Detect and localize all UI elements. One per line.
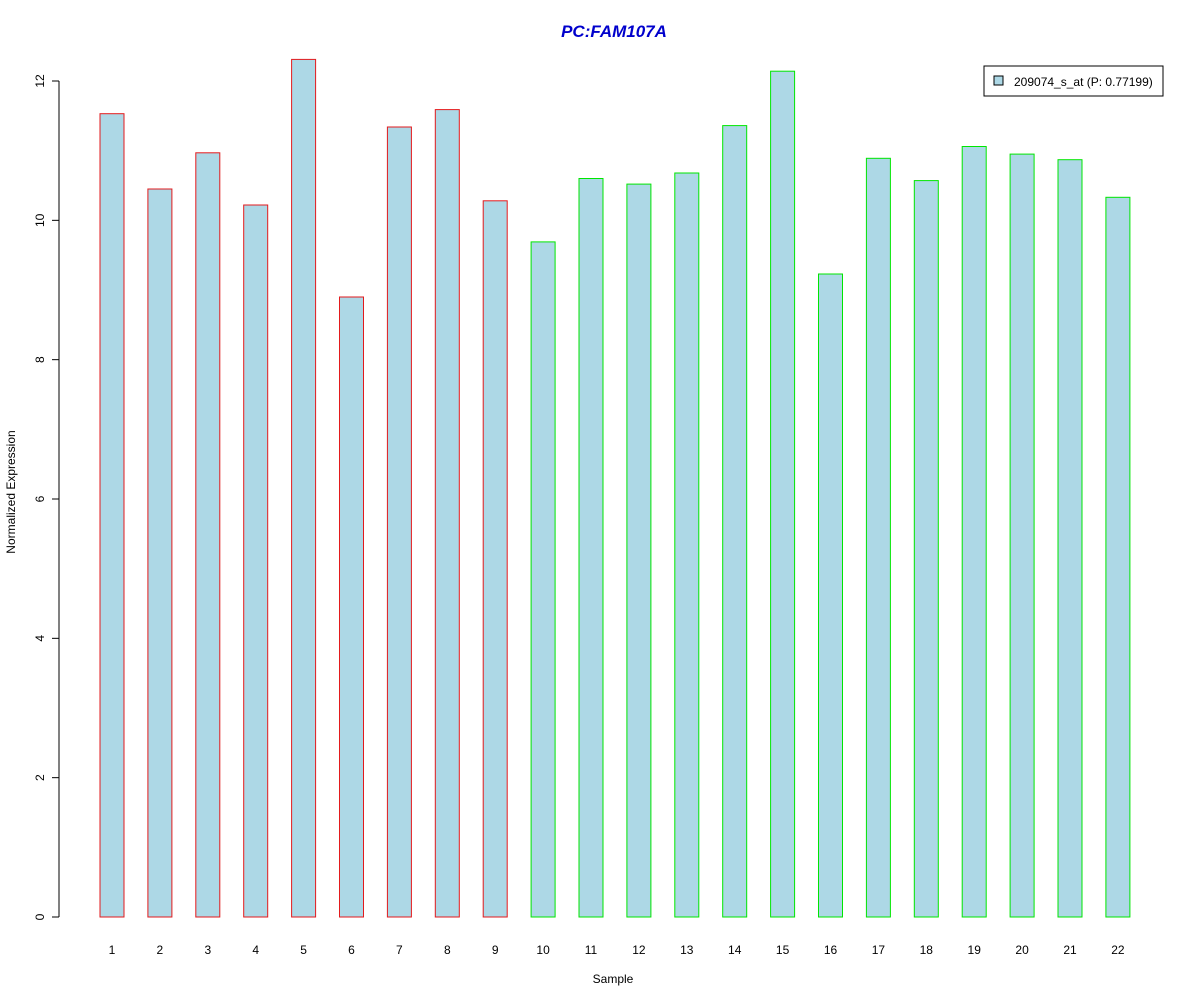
x-tick-label: 14: [728, 943, 742, 957]
bar-sample-22: [1105, 196, 1131, 918]
bar-sample-19: [961, 146, 987, 918]
x-tick-label: 5: [300, 943, 307, 957]
x-tick-label: 17: [872, 943, 886, 957]
bar-sample-15: [770, 70, 796, 918]
bar-sample-9: [482, 200, 508, 918]
bar-sample-12: [626, 183, 652, 918]
bar-sample-16: [818, 273, 843, 918]
bar-sample-2: [147, 188, 173, 918]
x-tick-label: 8: [444, 943, 451, 957]
y-tick-label: 6: [33, 495, 47, 502]
y-tick-label: 2: [33, 774, 47, 781]
bar-sample-1: [99, 113, 125, 918]
bar-sample-4: [243, 204, 269, 918]
bar-sample-14: [722, 125, 748, 918]
bar-sample-7: [386, 126, 412, 918]
x-tick-label: 4: [252, 943, 259, 957]
y-tick-label: 10: [33, 213, 47, 227]
bar-sample-13: [674, 172, 700, 918]
x-tick-label: 15: [776, 943, 790, 957]
x-tick-labels: 1 2 3 4 5 6 7 8 9 10 11 12 13 14 15 16 17 18 19 20 21 22: [109, 943, 1125, 957]
x-tick-label: 7: [396, 943, 403, 957]
x-tick-label: 6: [348, 943, 355, 957]
y-tick-label: 12: [33, 74, 47, 88]
legend-swatch: [993, 75, 1004, 86]
x-tick-label: 9: [492, 943, 499, 957]
x-tick-label: 18: [920, 943, 934, 957]
x-axis-title: Sample: [593, 972, 634, 986]
chart-title: PC:FAM107A: [561, 22, 667, 41]
x-tick-label: 2: [157, 943, 164, 957]
bar-sample-10: [530, 241, 556, 918]
bar-sample-18: [913, 180, 939, 918]
x-tick-label: 13: [680, 943, 694, 957]
bar-sample-11: [578, 178, 604, 918]
y-tick-label: 4: [33, 635, 47, 642]
x-tick-label: 3: [204, 943, 211, 957]
bar-sample-3: [195, 152, 221, 918]
bars: [99, 58, 1131, 918]
legend-label: 209074_s_at (P: 0.77199): [1014, 75, 1153, 89]
legend: 209074_s_at (P: 0.77199): [983, 65, 1164, 97]
bar-sample-20: [1009, 153, 1035, 918]
x-tick-label: 19: [968, 943, 982, 957]
x-tick-label: 16: [824, 943, 838, 957]
bar-sample-21: [1057, 159, 1083, 918]
bar-sample-8: [434, 109, 460, 918]
y-tick-label: 8: [33, 356, 47, 363]
y-tick-label: 0: [33, 913, 47, 920]
x-tick-label: 20: [1015, 943, 1029, 957]
y-axis-title: Normalized Expression: [4, 430, 18, 553]
x-tick-label: 22: [1111, 943, 1125, 957]
x-tick-label: 12: [632, 943, 646, 957]
bar-sample-6: [339, 296, 364, 918]
bar-sample-5: [291, 58, 317, 918]
y-axis: 0 2 4 6 8 10 12: [33, 74, 60, 920]
legend-box: [983, 65, 1164, 97]
x-tick-label: 10: [536, 943, 550, 957]
x-tick-label: 11: [585, 943, 598, 957]
bar-sample-17: [865, 157, 891, 918]
x-tick-label: 1: [109, 943, 116, 957]
x-tick-label: 21: [1063, 943, 1077, 957]
